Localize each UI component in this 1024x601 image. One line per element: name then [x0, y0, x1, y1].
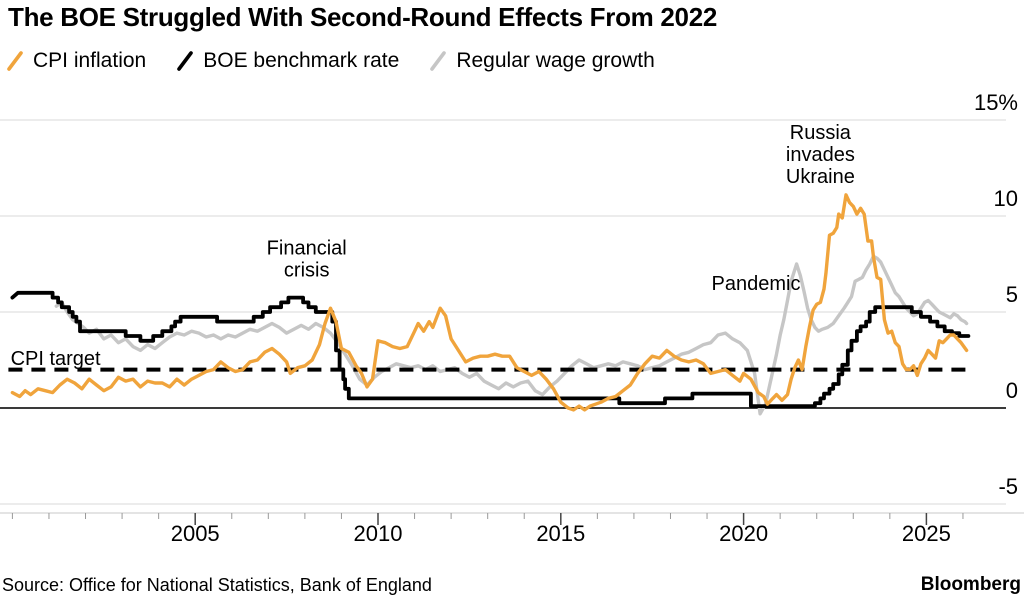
chart-legend: CPI inflation BOE benchmark rate Regular…: [6, 49, 655, 73]
black-line-swatch-icon: [177, 51, 194, 71]
y-axis-label: 15%: [974, 90, 1018, 115]
legend-label-cpi-inflation: CPI inflation: [33, 49, 147, 72]
orange-line-swatch-icon: [7, 51, 23, 71]
annotation-financial-crisis: Financial: [267, 237, 347, 259]
annotation-financial-crisis: crisis: [284, 259, 330, 281]
annotation-russia-invades-ukraine: Russia: [790, 122, 852, 144]
legend-item-cpi-inflation: CPI inflation: [6, 49, 146, 73]
x-axis-label: 2005: [171, 521, 220, 546]
source-text: Source: Office for National Statistics, …: [2, 575, 432, 595]
annotation-pandemic: Pandemic: [712, 273, 801, 295]
x-axis-label: 2020: [719, 521, 768, 546]
series-line-cpi-inflation: [10, 193, 969, 412]
legend-label-regular-wage-growth: Regular wage growth: [456, 49, 655, 72]
y-axis-label: 10: [994, 186, 1018, 211]
legend-label-boe-benchmark-rate: BOE benchmark rate: [203, 49, 400, 72]
legend-item-regular-wage-growth: Regular wage growth: [429, 49, 655, 73]
chart-title: The BOE Struggled With Second-Round Effe…: [8, 2, 718, 32]
x-axis-label: 2015: [536, 521, 585, 546]
y-axis-label: -5: [998, 474, 1018, 499]
series-line-boe-benchmark-rate: [10, 290, 971, 408]
series-line-regular-wage-growth: [54, 254, 969, 416]
y-axis-label: 0: [1006, 378, 1018, 403]
bloomberg-logo: Bloomberg: [920, 574, 1021, 595]
annotation-russia-invades-ukraine: invades: [786, 144, 855, 166]
gray-line-swatch-icon: [430, 51, 447, 71]
annotation-cpi-target: CPI target: [11, 348, 101, 370]
annotation-russia-invades-ukraine: Ukraine: [786, 166, 855, 188]
y-axis-label: 5: [1006, 282, 1018, 307]
x-axis-label: 2010: [354, 521, 403, 546]
legend-item-boe-benchmark-rate: BOE benchmark rate: [176, 49, 399, 73]
x-axis-label: 2025: [902, 521, 951, 546]
